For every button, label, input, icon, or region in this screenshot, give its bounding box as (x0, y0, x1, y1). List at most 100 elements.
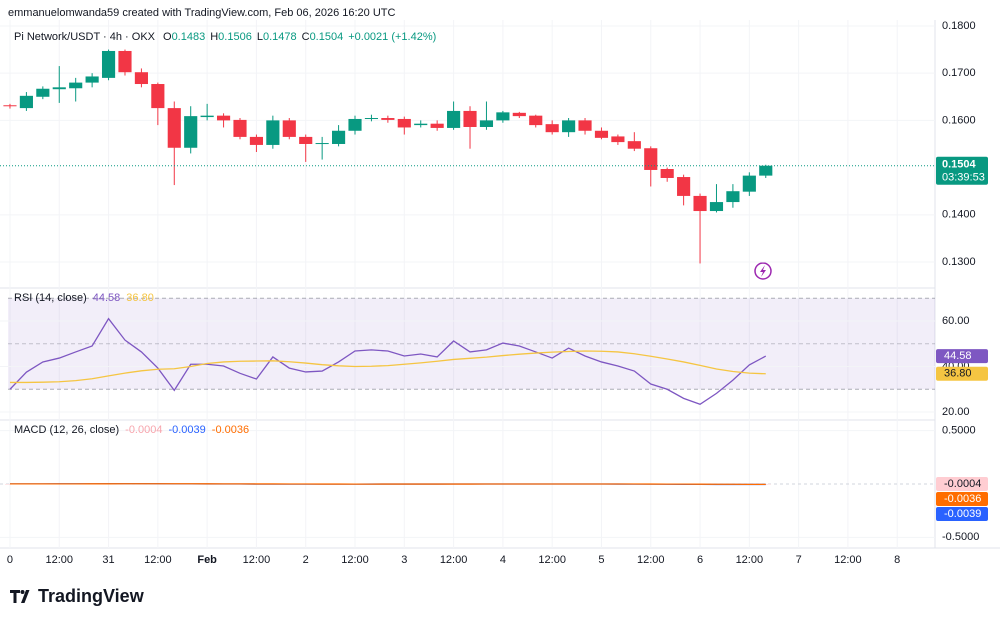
countdown-label: 03:39:53 (942, 172, 985, 184)
candle-body (430, 123, 444, 128)
indicator-line (9, 350, 766, 384)
candle-body (709, 202, 724, 212)
x-tick-label: 12:00 (736, 554, 764, 566)
candle-body (447, 110, 461, 128)
candle-body (611, 136, 625, 143)
logo-text: TradingView (38, 586, 145, 606)
candle-body (594, 130, 609, 138)
indicator-value: 44.58 (93, 292, 121, 304)
candle-body (3, 105, 17, 107)
candle-body (167, 108, 181, 148)
x-tick-label: 6 (697, 554, 703, 566)
candle-body (397, 118, 411, 128)
x-tick-label: 31 (102, 554, 114, 566)
lightning-icon[interactable] (754, 262, 772, 280)
value-box-label: -0.0036 (944, 493, 981, 505)
x-tick-label: 4 (500, 554, 506, 566)
candle-body (677, 177, 691, 196)
y-tick-label: 0.1800 (942, 20, 976, 32)
candle-body (85, 76, 99, 83)
indicator-value: 36.80 (126, 292, 154, 304)
candle-body (479, 120, 494, 127)
candle-body (627, 141, 641, 149)
x-tick-label: 12:00 (243, 554, 271, 566)
y-tick-label: 20.00 (942, 406, 970, 418)
candle-body (414, 123, 428, 126)
candle-body (512, 112, 526, 117)
candle-body (266, 120, 280, 145)
ohlc-value: 0.1483 (172, 31, 206, 43)
x-tick-label: 2 (303, 554, 309, 566)
indicator-header: RSI (14, close) 44.58 36.80 (14, 292, 154, 304)
x-tick-label: 12:00 (834, 554, 862, 566)
candle-body (742, 175, 756, 192)
candle-body (644, 148, 658, 170)
x-tick-label: 12:00 (341, 554, 369, 566)
ohlc-value: 0.1504 (310, 31, 344, 43)
attribution: emmanuelomwanda59 created with TradingVi… (8, 7, 396, 19)
candle-body (545, 124, 559, 133)
value-box-label: 44.58 (944, 350, 972, 362)
value-box-label: -0.0004 (944, 478, 981, 490)
y-tick-label: 60.00 (942, 315, 970, 327)
candle-body (69, 82, 83, 89)
indicator-line (9, 483, 766, 486)
candle-body (184, 116, 198, 148)
x-tick-label: 0 (7, 554, 13, 566)
y-tick-label: 0.1600 (942, 114, 976, 126)
last-price-label: 0.1504 (942, 159, 977, 171)
y-tick-label: 0.1700 (942, 67, 976, 79)
candle-body (282, 120, 296, 137)
logo-mark (10, 590, 30, 603)
candle-body (36, 88, 50, 97)
value-box (936, 349, 988, 364)
logo-dot (20, 590, 25, 594)
y-tick-label: 0.5000 (942, 425, 976, 437)
logo: TradingView (10, 586, 145, 606)
icon-bolt (760, 265, 766, 277)
x-tick-label: 5 (598, 554, 604, 566)
x-tick-label: Feb (197, 554, 217, 566)
x-tick-label: 12:00 (144, 554, 172, 566)
value-box (936, 477, 988, 492)
candle-body (101, 50, 116, 78)
x-tick-label: 12:00 (538, 554, 566, 566)
candle-body (118, 50, 132, 73)
y-tick-label: 0.1300 (942, 256, 976, 268)
candle-body (315, 143, 329, 145)
value-box-label: 36.80 (944, 368, 972, 380)
y-tick-label: 0.1400 (942, 209, 976, 221)
candle-body (200, 115, 214, 118)
ohlc-letter: C (302, 31, 310, 43)
x-tick-label: 12:00 (45, 554, 73, 566)
candle-body (19, 95, 33, 109)
candle-body (660, 169, 674, 178)
candle-body (562, 120, 576, 133)
candle-body (381, 118, 395, 120)
x-tick-label: 12:00 (440, 554, 468, 566)
candle-body (233, 119, 247, 137)
indicator-value: -0.0039 (168, 424, 205, 436)
symbol-title: Pi Network/USDT · 4h · OKX (14, 31, 156, 43)
symbol-header: Pi Network/USDT · 4h · OKX O0.1483 H0.1506… (14, 31, 436, 43)
y-tick-label: -0.5000 (942, 531, 979, 543)
candle-body (134, 72, 148, 85)
x-tick-label: 8 (894, 554, 900, 566)
value-box (936, 507, 988, 522)
candle-body (216, 115, 231, 121)
candle-body (52, 87, 66, 90)
candle-body (693, 195, 707, 212)
candle-body (578, 120, 592, 131)
indicator-value: -0.0036 (212, 424, 249, 436)
candle-body (151, 84, 165, 109)
indicator-title: RSI (14, close) (14, 292, 87, 304)
candle-body (364, 118, 379, 120)
ohlc-value: 0.1506 (218, 31, 252, 43)
indicator-header: MACD (12, 26, close) -0.0004 -0.0039 -0.003… (14, 424, 249, 436)
candle-body (332, 130, 346, 144)
ohlc-value: 0.1478 (263, 31, 297, 43)
candle-body (496, 112, 510, 121)
indicator-line (9, 317, 767, 406)
candle-body (463, 110, 477, 127)
